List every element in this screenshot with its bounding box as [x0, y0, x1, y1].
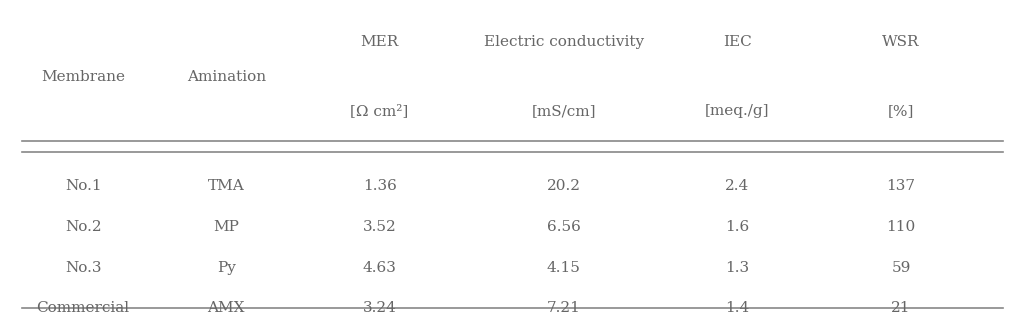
Text: 137: 137	[887, 179, 915, 193]
Text: TMA: TMA	[208, 179, 245, 193]
Text: No.3: No.3	[65, 260, 101, 274]
Text: No.2: No.2	[65, 220, 101, 234]
Text: 1.3: 1.3	[726, 260, 749, 274]
Text: [Ω cm²]: [Ω cm²]	[351, 104, 409, 118]
Text: WSR: WSR	[883, 35, 919, 49]
Text: 2.4: 2.4	[726, 179, 749, 193]
Text: Amination: Amination	[187, 70, 265, 84]
Text: 6.56: 6.56	[546, 220, 580, 234]
Text: IEC: IEC	[723, 35, 751, 49]
Text: Electric conductivity: Electric conductivity	[484, 35, 644, 49]
Text: 1.36: 1.36	[363, 179, 397, 193]
Text: MP: MP	[213, 220, 239, 234]
Text: 59: 59	[892, 260, 910, 274]
Text: [meq./g]: [meq./g]	[705, 104, 770, 118]
Text: 110: 110	[887, 220, 915, 234]
Text: 20.2: 20.2	[546, 179, 580, 193]
Text: [mS/cm]: [mS/cm]	[531, 104, 596, 118]
Text: AMX: AMX	[207, 301, 245, 315]
Text: No.1: No.1	[65, 179, 101, 193]
Text: 3.52: 3.52	[363, 220, 397, 234]
Text: 4.15: 4.15	[546, 260, 580, 274]
Text: Membrane: Membrane	[41, 70, 125, 84]
Text: Py: Py	[217, 260, 236, 274]
Text: 1.6: 1.6	[726, 220, 749, 234]
Text: 3.24: 3.24	[363, 301, 397, 315]
Text: 21: 21	[891, 301, 910, 315]
Text: 7.21: 7.21	[546, 301, 580, 315]
Text: 1.4: 1.4	[726, 301, 749, 315]
Text: Commercial: Commercial	[37, 301, 130, 315]
Text: 4.63: 4.63	[363, 260, 397, 274]
Text: [%]: [%]	[888, 104, 914, 118]
Text: MER: MER	[361, 35, 399, 49]
